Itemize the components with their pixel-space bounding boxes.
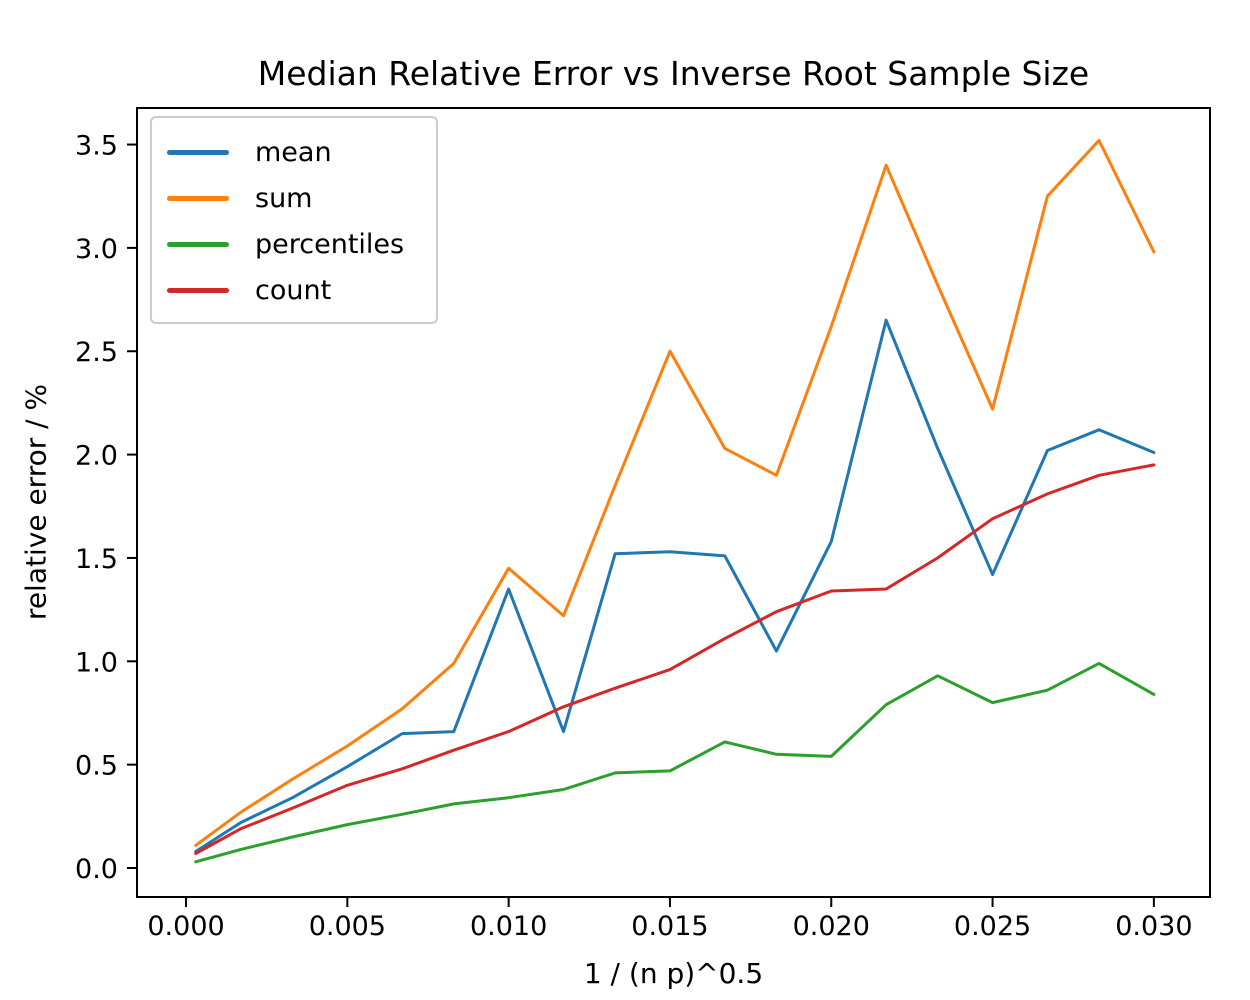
legend-item-count: count — [152, 267, 436, 313]
legend-label-percentiles: percentiles — [255, 228, 405, 260]
legend-item-mean: mean — [152, 129, 436, 175]
y-tick-label: 0.0 — [75, 854, 118, 885]
legend-label-count: count — [255, 274, 332, 306]
legend-item-sum: sum — [152, 175, 436, 221]
y-tick-label: 3.0 — [75, 234, 118, 265]
series-line-sum — [194, 138, 1156, 847]
legend-swatch-count — [167, 287, 229, 293]
x-tick-label: 0.000 — [147, 911, 224, 942]
x-axis-label: 1 / (n p)^0.5 — [583, 957, 764, 990]
legend-swatch-sum — [167, 195, 229, 201]
y-tick-label: 2.0 — [75, 441, 118, 472]
chart-title: Median Relative Error vs Inverse Root Sa… — [257, 54, 1090, 93]
legend-swatch-mean — [167, 149, 229, 155]
y-tick-label: 0.5 — [75, 751, 118, 782]
series-line-count — [194, 463, 1156, 855]
legend-label-mean: mean — [255, 136, 332, 168]
x-tick-label: 0.005 — [309, 911, 386, 942]
legend-swatch-percentiles — [167, 241, 229, 247]
series-line-mean — [194, 318, 1156, 853]
x-tick-label: 0.025 — [954, 911, 1031, 942]
plot-spines — [136, 107, 1211, 898]
x-tick-label: 0.020 — [793, 911, 870, 942]
y-tick-label: 1.5 — [75, 544, 118, 575]
series-line-percentiles — [194, 661, 1156, 864]
x-tick-label: 0.030 — [1115, 911, 1192, 942]
x-tick-label: 0.015 — [631, 911, 708, 942]
x-tick-label: 0.010 — [470, 911, 547, 942]
y-tick-label: 1.0 — [75, 647, 118, 678]
legend-label-sum: sum — [255, 182, 313, 214]
y-tick-label: 2.5 — [75, 337, 118, 368]
legend: mean sum percentiles count — [150, 116, 438, 324]
y-axis-label: relative error / % — [19, 383, 53, 621]
y-tick-label: 3.5 — [75, 131, 118, 162]
legend-item-percentiles: percentiles — [152, 221, 436, 267]
